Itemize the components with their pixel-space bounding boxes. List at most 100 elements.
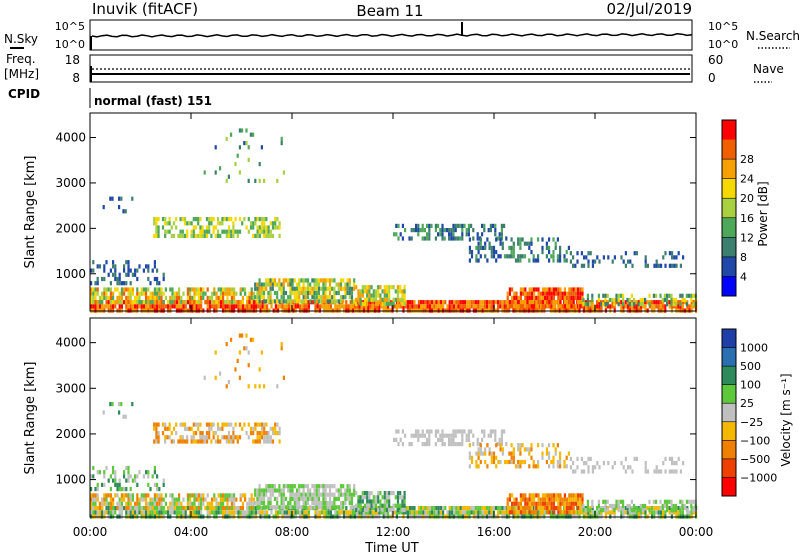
velocity-cell [477, 447, 480, 452]
power-cell [259, 304, 262, 309]
power-cell [312, 300, 315, 305]
velocity-cell [245, 333, 248, 338]
power-cell [528, 241, 531, 246]
power-cell [326, 286, 329, 291]
velocity-cell [292, 510, 295, 515]
velocity-cell [653, 506, 656, 511]
power-cell [328, 299, 332, 304]
velocity-cell [287, 488, 290, 493]
power-cell [222, 287, 225, 292]
velocity-cell [512, 447, 515, 452]
power-cell [269, 233, 272, 238]
velocity-cell [265, 435, 268, 440]
power-cell [574, 287, 577, 292]
velocity-cell [506, 497, 509, 502]
power-cell [219, 166, 222, 171]
power-cell [388, 297, 391, 302]
power-cell [217, 295, 220, 300]
power-cell [528, 300, 531, 305]
velocity-cell [548, 510, 551, 515]
velocity-cell [184, 510, 187, 515]
power-cell [461, 223, 464, 228]
power-cell [171, 300, 174, 305]
velocity-cell [306, 484, 310, 489]
velocity-cell [412, 433, 415, 438]
velocity-cell [199, 422, 202, 427]
power-cell [263, 225, 266, 230]
velocity-cell [587, 510, 590, 515]
power-cell [511, 300, 514, 305]
velocity-cell [598, 510, 601, 515]
velocity-cell [541, 497, 544, 502]
velocity-cell [594, 465, 597, 470]
velocity-cell [370, 499, 373, 504]
power-cell [278, 286, 281, 291]
velocity-cell [204, 497, 207, 502]
power-cell [581, 291, 584, 296]
velocity-cell [249, 431, 253, 436]
power-cell [289, 290, 292, 296]
power-cell [624, 263, 627, 268]
velocity-cell [672, 503, 675, 509]
power-cell [131, 304, 134, 309]
velocity-cell [426, 510, 429, 515]
power-cell [105, 304, 108, 309]
power-cell [604, 304, 607, 309]
power-cell [428, 223, 431, 228]
power-cell [561, 291, 564, 296]
velocity-cell [497, 459, 500, 465]
velocity-cell [195, 505, 198, 511]
velocity-cell [532, 506, 535, 511]
power-cell [366, 289, 369, 294]
power-cell [224, 287, 227, 292]
velocity-cell [591, 510, 594, 515]
velocity-cell [233, 510, 236, 515]
power-cell [366, 285, 369, 290]
power-cell [254, 217, 257, 222]
velocity-cell [528, 464, 531, 469]
velocity-cell [94, 501, 97, 506]
power-cell [335, 290, 338, 296]
power-cell [324, 290, 327, 296]
power-cell [147, 300, 150, 305]
power-cell [276, 299, 279, 304]
power-cell [136, 291, 139, 296]
velocity-cell [317, 492, 321, 497]
power-cell [249, 132, 252, 137]
power-cell [101, 300, 104, 305]
power-cell [129, 287, 132, 292]
velocity-cell [526, 447, 529, 452]
power-cell [239, 287, 242, 292]
velocity-cell [221, 435, 224, 440]
velocity-cell [568, 510, 571, 515]
velocity-cell [525, 510, 528, 515]
velocity-cell [651, 506, 654, 511]
power-cell [476, 232, 479, 237]
power-cell [463, 223, 466, 228]
velocity-cell [646, 469, 649, 474]
power-cell [290, 304, 293, 309]
power-cell [120, 291, 123, 296]
velocity-cell [192, 422, 195, 427]
velocity-cell [256, 496, 259, 501]
velocity-cell [365, 510, 368, 515]
power-cell [142, 291, 145, 296]
power-cell [228, 287, 231, 292]
power-cell [655, 304, 658, 309]
power-cell [679, 302, 682, 307]
velocity-cell [357, 503, 360, 508]
power-cell [252, 304, 255, 309]
velocity-cell [346, 492, 349, 497]
power-cell [123, 264, 126, 269]
velocity-cell [424, 510, 427, 515]
power-cell [252, 225, 255, 230]
power-cell [142, 300, 145, 305]
power-cell [161, 225, 165, 230]
velocity-cell [541, 501, 544, 506]
power-cell [579, 291, 582, 296]
velocity-cell [267, 484, 270, 489]
power-cell [374, 289, 378, 294]
colorbar-tick-label: 500 [740, 360, 761, 373]
power-cell [503, 254, 507, 259]
